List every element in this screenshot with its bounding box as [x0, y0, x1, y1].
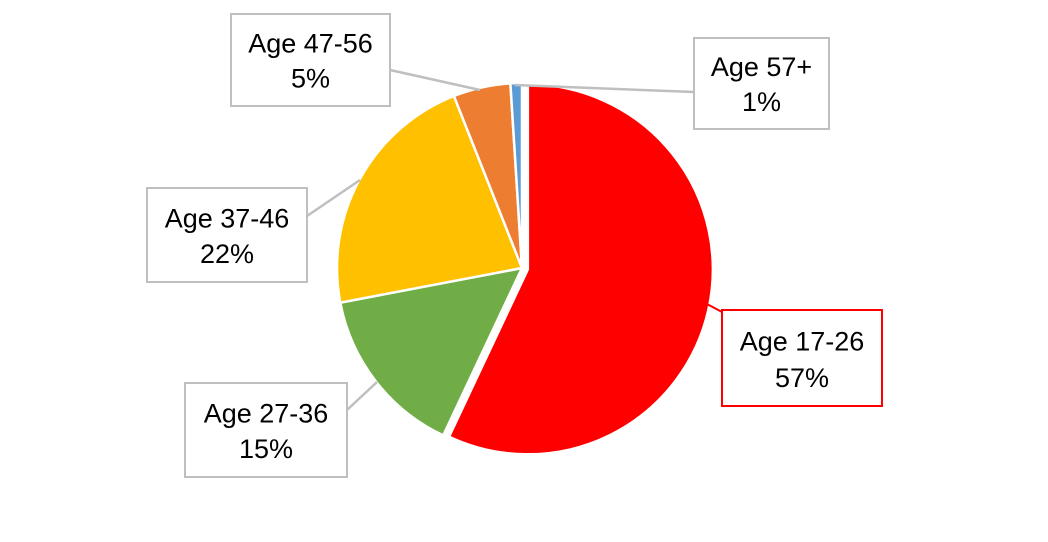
data-label-category: Age 17-26 — [740, 326, 865, 356]
data-label-percent: 5% — [291, 64, 330, 94]
callout-box-age-17-26 — [721, 309, 883, 407]
callout-box-age-47-56 — [230, 13, 391, 107]
callout-age-17-26: Age 17-26 57% — [721, 309, 883, 407]
callout-box-age-27-36 — [184, 382, 348, 478]
leader-line-age-47-56 — [389, 68, 481, 92]
data-label-percent: 57% — [775, 363, 829, 393]
callout-age-37-46: Age 37-46 22% — [146, 187, 308, 283]
pie-slices — [335, 81, 715, 456]
callout-age-47-56: Age 47-56 5% — [230, 13, 391, 107]
data-label-category: Age 47-56 — [248, 29, 373, 59]
callout-box-age-37-46 — [146, 187, 308, 283]
callout-age-27-36: Age 27-36 15% — [184, 382, 348, 478]
leader-line-age-27-36 — [346, 381, 378, 411]
data-label-category: Age 37-46 — [165, 203, 290, 233]
pie-slice-age-37-46 — [335, 94, 524, 304]
leader-line-age-37-46 — [306, 178, 361, 218]
leader-line-age-17-26 — [706, 303, 723, 313]
callout-box-age-57 — [693, 37, 830, 130]
data-label-category: Age 57+ — [711, 52, 812, 82]
pie-slice-age-17-26 — [447, 83, 715, 456]
pie-slice-age-57 — [509, 81, 524, 270]
callout-age-57: Age 57+ 1% — [693, 37, 830, 130]
pie-slice-age-27-36 — [339, 266, 524, 437]
leader-line-age-57 — [514, 83, 695, 94]
data-label-category: Age 27-36 — [204, 398, 329, 428]
data-label-percent: 15% — [239, 434, 293, 464]
callout-leaders — [306, 68, 723, 411]
data-label-percent: 1% — [742, 87, 781, 117]
data-label-percent: 22% — [200, 239, 254, 269]
